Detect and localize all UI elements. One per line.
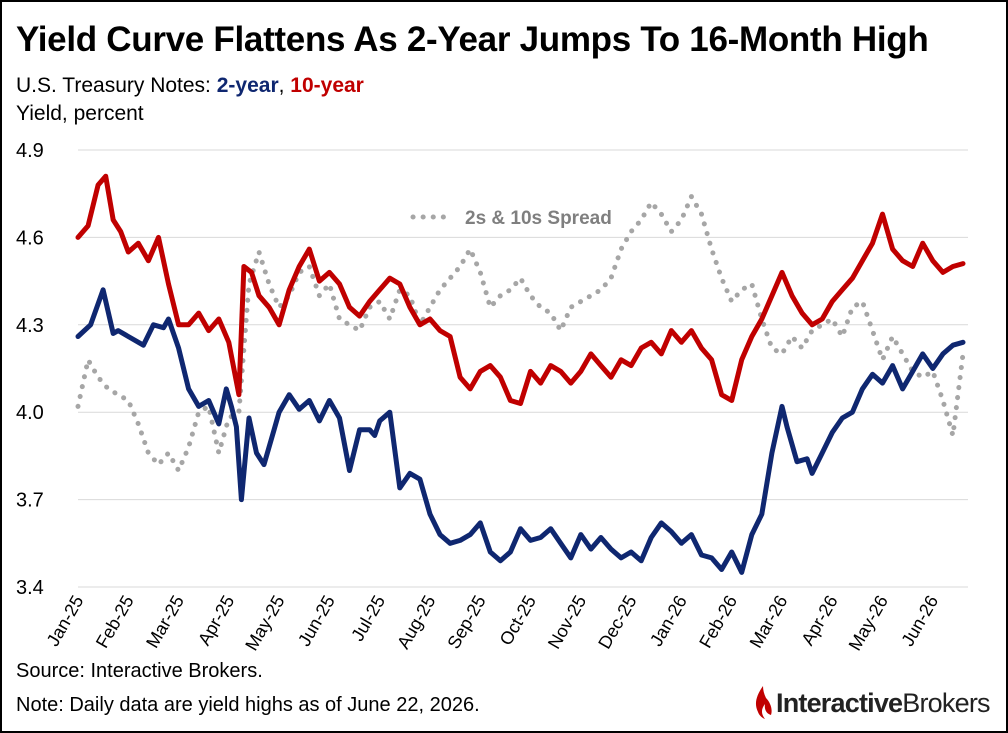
legend-10-year: 10-year — [290, 74, 364, 97]
x-axis-ticks: Jan-25 Feb-25 Mar-25 Apr-25 May-25 Jun-25 Jul-… — [43, 592, 943, 654]
x-tick-label-7: Aug-25 — [393, 592, 439, 652]
subtitle-separator: , — [278, 74, 291, 97]
x-tick-label-16: May-26 — [845, 592, 892, 654]
x-tick-label-13: Feb-26 — [695, 592, 741, 651]
series-lines — [75, 173, 966, 575]
logo-text-bold: Interactive — [776, 688, 903, 718]
subtitle-prefix: U.S. Treasury Notes: — [16, 74, 217, 97]
chart-title: Yield Curve Flattens As 2-Year Jumps To … — [16, 20, 929, 59]
spread-annotation-label: 2s & 10s Spread — [465, 208, 612, 229]
legend-2-year: 2-year — [216, 74, 279, 97]
y-axis-ticks: 3.4 3.7 4.0 4.3 4.6 4.9 — [16, 140, 44, 599]
y-tick-label-2: 4.0 — [16, 402, 44, 424]
x-tick-label-11: Dec-25 — [594, 592, 640, 652]
annotations: 2s & 10s Spread — [410, 208, 612, 229]
x-tick-label-2: Mar-25 — [142, 592, 188, 651]
brokers-flame-icon — [755, 686, 772, 719]
y-tick-label-4: 4.6 — [16, 227, 44, 249]
x-tick-label-4: May-25 — [241, 592, 288, 654]
x-tick-label-14: Mar-26 — [746, 592, 792, 651]
x-tick-label-10: Nov-25 — [544, 592, 590, 652]
y-tick-label-5: 4.9 — [16, 140, 44, 162]
x-tick-label-0: Jan-25 — [43, 592, 88, 650]
x-tick-label-3: Apr-25 — [194, 592, 238, 649]
data-note: Note: Daily data are yield highs as of J… — [16, 694, 480, 716]
y-tick-label-0: 3.4 — [16, 577, 44, 599]
x-tick-label-5: Jun-25 — [294, 592, 339, 650]
x-tick-label-6: Jul-25 — [347, 592, 389, 644]
series-line-10-year — [75, 173, 966, 406]
y-tick-label-1: 3.7 — [16, 490, 44, 512]
x-tick-label-8: Sep-25 — [443, 592, 489, 652]
interactive-brokers-logo: InteractiveBrokers — [752, 682, 1002, 722]
x-tick-label-12: Jan-26 — [646, 592, 691, 650]
logo-text-regular: Brokers — [902, 688, 990, 718]
series-line-2-year — [75, 287, 966, 575]
y-tick-label-3: 4.3 — [16, 315, 44, 337]
x-tick-label-1: Feb-25 — [92, 592, 138, 651]
x-tick-label-15: Apr-26 — [797, 592, 841, 649]
x-tick-label-17: Jun-26 — [897, 592, 942, 650]
chart-subtitle: U.S. Treasury Notes: 2-year, 10-year — [16, 74, 364, 98]
y-axis-label: Yield, percent — [16, 102, 144, 125]
source-note: Source: Interactive Brokers. — [16, 660, 263, 682]
x-tick-label-9: Oct-25 — [496, 592, 540, 649]
